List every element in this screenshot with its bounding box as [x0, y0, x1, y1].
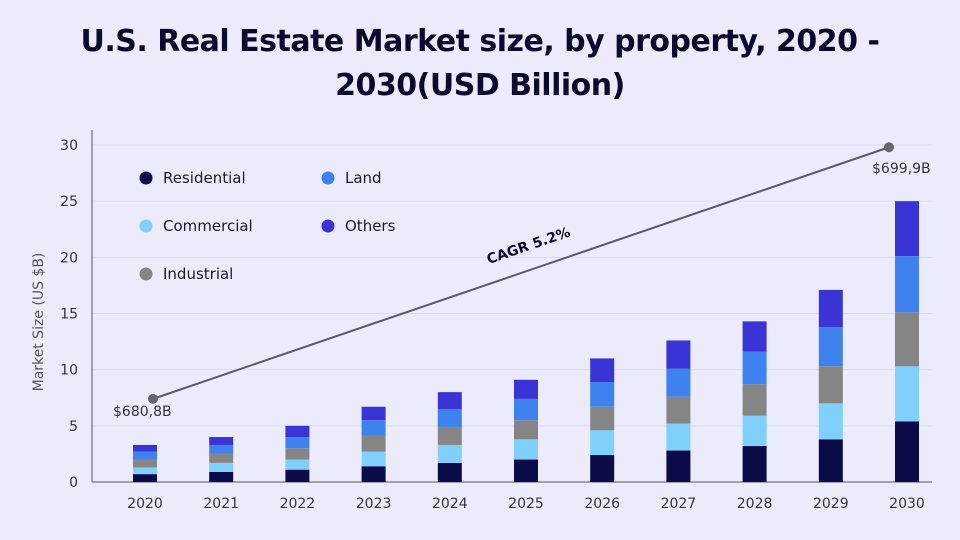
bar-segment-residential [361, 466, 386, 482]
bar-segment-others [133, 444, 157, 452]
bar-segment-commercial [590, 430, 615, 456]
y-tick-label: 0 [69, 475, 78, 491]
bars [133, 201, 919, 482]
bar-segment-residential [666, 450, 691, 482]
bar-segment-commercial [895, 366, 919, 422]
bar-segment-land [818, 326, 843, 367]
bar-segment-residential [818, 439, 843, 482]
bar-segment-land [209, 444, 234, 454]
x-tick-label: 2030 [889, 496, 925, 512]
bar-segment-commercial [666, 423, 691, 451]
start-value-label: $680,8B [113, 404, 172, 420]
legend-label-land: Land [345, 169, 382, 187]
bar-segment-residential [285, 469, 310, 482]
bar-segment-residential [514, 459, 538, 482]
legend-label-industrial: Industrial [163, 265, 233, 283]
bar-segment-others [209, 437, 234, 445]
x-tick-label: 2025 [508, 496, 544, 512]
y-tick-label: 10 [60, 363, 78, 379]
bar-segment-others [590, 358, 615, 383]
bar-segment-residential [133, 474, 157, 482]
bar-segment-land [514, 398, 538, 421]
x-tick-label: 2027 [661, 496, 697, 512]
bar-segment-others [666, 340, 691, 369]
bar-segment-residential [437, 462, 462, 482]
bar-segment-others [361, 406, 386, 421]
bar-segment-others [514, 379, 538, 399]
legend-marker-commercial [139, 219, 153, 233]
legend-label-others: Others [345, 217, 396, 235]
legend-marker-others [321, 219, 335, 233]
bar-segment-residential [590, 455, 615, 482]
bar-segment-others [742, 321, 767, 352]
bar-segment-commercial [437, 444, 462, 463]
y-tick-label: 25 [60, 194, 78, 210]
chart-title: U.S. Real Estate Market size, by propert… [80, 24, 880, 103]
x-tick-label: 2021 [203, 496, 239, 512]
bar-segment-industrial [437, 426, 462, 445]
bar-segment-industrial [590, 406, 615, 431]
bar-segment-others [437, 392, 462, 409]
x-tick-label: 2020 [127, 496, 163, 512]
bar-segment-industrial [666, 396, 691, 424]
x-tick-label: 2029 [813, 496, 849, 512]
bar-segment-residential [895, 421, 919, 482]
trend-start-point [148, 393, 158, 404]
y-tick-label: 30 [60, 138, 78, 154]
bar-segment-others [285, 425, 310, 438]
bar-segment-industrial [285, 448, 310, 460]
y-axis-label: Market Size (US $B) [31, 253, 47, 392]
x-tick-label: 2023 [356, 496, 392, 512]
legend-label-residential: Residential [163, 169, 246, 187]
bar-segment-industrial [895, 312, 919, 367]
cagr-label: CAGR 5.2% [485, 225, 573, 268]
x-tick-label: 2028 [737, 496, 773, 512]
bar-segment-commercial [361, 451, 386, 467]
bar-segment-industrial [361, 435, 386, 452]
bar-segment-commercial [818, 403, 843, 440]
bar-segment-land [133, 451, 157, 460]
bar-segment-land [742, 351, 767, 385]
bar-segment-residential [742, 446, 767, 482]
legend-marker-industrial [139, 267, 153, 281]
bar-segment-commercial [514, 439, 538, 460]
bar-segment-commercial [209, 462, 234, 472]
y-tick-label: 20 [60, 250, 78, 266]
legend-marker-residential [139, 171, 153, 185]
legend: Residential Land Commercial Others Industria… [139, 169, 396, 283]
cagr-trend-line [152, 146, 890, 400]
bar-segment-others [818, 289, 843, 327]
legend-label-commercial: Commercial [163, 217, 253, 235]
bar-segment-industrial [209, 453, 234, 463]
bar-segment-land [895, 256, 919, 313]
bar-segment-industrial [514, 420, 538, 440]
bar-segment-land [285, 437, 310, 449]
x-tick-label: 2026 [584, 496, 620, 512]
bar-segment-industrial [818, 366, 843, 404]
bar-segment-residential [209, 471, 234, 482]
x-tick-label: 2022 [280, 496, 316, 512]
bar-segment-commercial [133, 467, 157, 475]
bar-segment-commercial [285, 459, 310, 470]
trend-end-point [884, 142, 894, 153]
bar-segment-commercial [742, 415, 767, 447]
bar-segment-land [666, 368, 691, 397]
end-value-label: $699,9B [872, 161, 931, 177]
bar-segment-industrial [742, 384, 767, 416]
y-tick-label: 5 [69, 419, 78, 435]
bar-segment-industrial [133, 459, 157, 468]
x-tick-label: 2024 [432, 496, 468, 512]
bar-segment-others [895, 201, 919, 257]
gridlines [92, 144, 932, 483]
bar-segment-land [361, 420, 386, 436]
legend-marker-land [321, 171, 335, 185]
bar-segment-land [590, 382, 615, 407]
y-tick-label: 15 [60, 307, 78, 323]
bar-segment-land [437, 408, 462, 427]
